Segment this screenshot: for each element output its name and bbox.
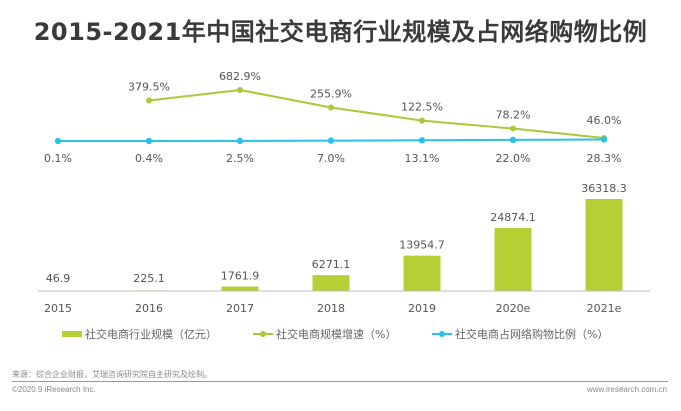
share-value-label: 13.1% <box>405 152 440 165</box>
bar-value-label: 1761.9 <box>221 270 260 283</box>
bar-2021e <box>585 199 623 291</box>
growth-value-label: 255.9% <box>310 87 352 100</box>
bar-2017 <box>221 286 259 291</box>
bars-layer <box>39 199 623 291</box>
bar-2019 <box>403 255 441 291</box>
x-tick-label: 2020e <box>496 302 531 315</box>
share-point-2019 <box>418 137 426 144</box>
growth-value-label: 379.5% <box>128 80 170 93</box>
bar-2018 <box>312 275 350 291</box>
x-tick-label: 2016 <box>135 302 163 315</box>
bar-2020e <box>494 227 532 291</box>
share-point-2016 <box>145 137 153 145</box>
legend-label-growth: 社交电商规模增速（%） <box>276 328 397 341</box>
bar-value-label: 36318.3 <box>581 182 627 195</box>
growth-point-2020e <box>510 125 516 132</box>
growth-point-2019 <box>419 117 425 124</box>
share-value-label: 7.0% <box>317 152 345 165</box>
share-point-2020e <box>509 136 517 144</box>
x-tick-label: 2019 <box>408 302 436 315</box>
legend-item-bar: 社交电商行业规模（亿元） <box>62 326 217 342</box>
legend-line-marker-icon <box>253 329 273 339</box>
x-tick-label: 2017 <box>226 302 254 315</box>
x-tick-label: 2018 <box>317 302 345 315</box>
source-note: 来源：综合企业财报，艾瑞咨询研究院自主研究及绘制。 <box>12 370 212 379</box>
lines-layer <box>54 87 608 145</box>
growth-value-label: 78.2% <box>496 109 531 122</box>
bar-value-label: 225.1 <box>133 272 165 285</box>
growth-line <box>148 88 605 139</box>
growth-value-label: 46.0% <box>587 114 622 127</box>
growth-point-2016 <box>146 97 152 104</box>
chart-canvas: 46.9 2015 225.1 2016 1761.9 2017 6271.1 2018 139… <box>38 70 650 315</box>
legend-item-growth: 社交电商规模增速（%） <box>253 326 396 342</box>
legend-item-share: 社交电商占网络购物比例（%） <box>432 326 608 342</box>
share-value-label: 0.1% <box>44 152 72 165</box>
bar-value-label: 13954.7 <box>399 239 445 252</box>
x-tick-label: 2021e <box>587 302 622 315</box>
legend-bar-swatch-icon <box>62 331 82 337</box>
growth-point-2018 <box>328 104 334 111</box>
labels-layer: 46.9 2015 225.1 2016 1761.9 2017 6271.1 2018 139… <box>44 70 627 315</box>
share-point-2015 <box>54 137 62 145</box>
bar-value-label: 24874.1 <box>490 211 536 224</box>
legend-label-scale: 社交电商行业规模（亿元） <box>85 328 217 341</box>
growth-value-label: 682.9% <box>219 70 261 83</box>
chart-title: 2015-2021年中国社交电商行业规模及占网络购物比例 <box>33 18 648 46</box>
bar-value-label: 46.9 <box>46 272 71 285</box>
share-point-2018 <box>327 137 335 144</box>
footer-divider <box>12 381 668 382</box>
legend-label-share: 社交电商占网络购物比例（%） <box>455 328 609 341</box>
share-value-label: 28.3% <box>587 152 622 165</box>
share-value-label: 22.0% <box>496 152 531 165</box>
copyright-text: ©2020.9 iResearch Inc. <box>12 385 96 394</box>
legend-line-marker-icon <box>432 329 452 339</box>
share-value-label: 0.4% <box>135 152 163 165</box>
x-tick-label: 2015 <box>44 302 72 315</box>
website-link[interactable]: www.iresearch.com.cn <box>586 385 667 394</box>
bar-value-label: 6271.1 <box>312 258 351 271</box>
share-point-2017 <box>236 137 244 145</box>
growth-point-2017 <box>237 87 243 93</box>
growth-value-label: 122.5% <box>401 101 443 114</box>
share-value-label: 2.5% <box>226 152 254 165</box>
share-point-2021e <box>600 136 608 143</box>
